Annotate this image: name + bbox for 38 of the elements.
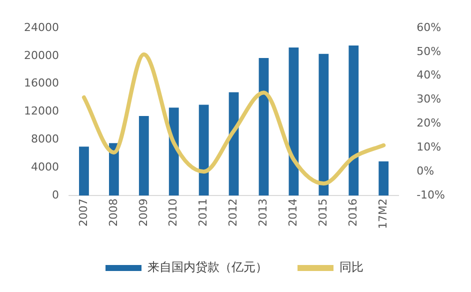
x-tick-label: 2010 — [166, 198, 180, 227]
y2-tick-label: 40% — [416, 68, 442, 82]
x-tick-label: 2012 — [226, 198, 240, 227]
bar — [198, 104, 209, 196]
x-tick-label: 2014 — [286, 198, 300, 227]
legend-label: 同比 — [340, 260, 364, 274]
bar — [138, 116, 149, 196]
y2-tick-label: -10% — [416, 188, 446, 202]
bar — [318, 54, 329, 196]
bar — [228, 92, 239, 196]
legend-label: 来自国内贷款（亿元） — [148, 260, 268, 274]
bar — [348, 45, 359, 196]
y-tick-label: 4000 — [30, 160, 59, 174]
x-tick-label: 2007 — [76, 198, 90, 227]
x-tick-label: 2009 — [136, 198, 150, 227]
y2-tick-label: 50% — [416, 44, 442, 58]
y2-tick-label: 0% — [416, 164, 434, 178]
bar — [79, 146, 89, 196]
y-tick-label: 20000 — [24, 48, 59, 62]
x-tick-label: 2016 — [346, 198, 360, 227]
y2-tick-label: 10% — [416, 140, 442, 154]
bar — [378, 161, 389, 196]
bar — [288, 48, 299, 196]
x-tick-label: 2011 — [196, 198, 210, 227]
x-tick-label: 17M2 — [376, 198, 390, 230]
y-tick-label: 8000 — [30, 132, 59, 146]
line-series — [82, 52, 386, 186]
y2-tick-label: 30% — [416, 92, 442, 106]
x-tick-label: 2013 — [256, 198, 270, 227]
bar — [258, 58, 269, 196]
y-tick-label: 0 — [52, 188, 59, 202]
y-tick-label: 16000 — [24, 76, 59, 90]
y2-tick-label: 20% — [416, 116, 442, 130]
y-tick-label: 12000 — [24, 104, 59, 118]
x-tick-label: 2008 — [106, 198, 120, 227]
y2-tick-label: 60% — [416, 20, 442, 34]
x-tick-label: 2015 — [316, 198, 330, 227]
y-tick-label: 24000 — [24, 20, 59, 34]
